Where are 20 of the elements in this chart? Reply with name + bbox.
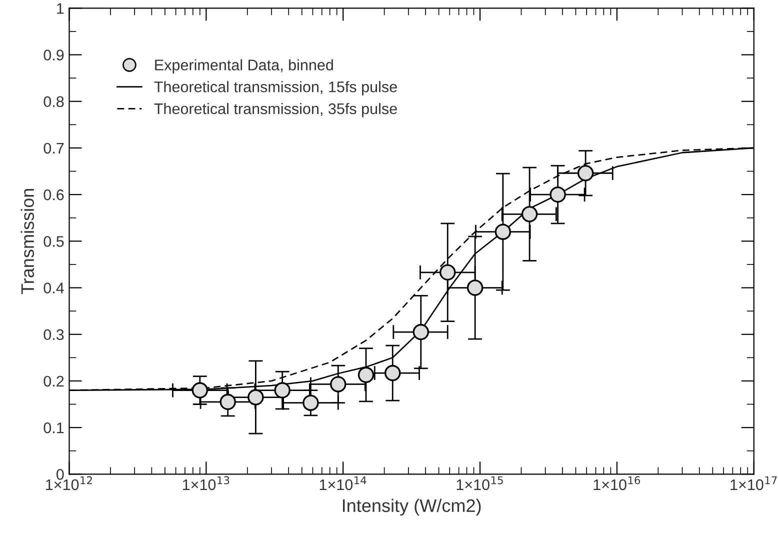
y-tick-label: 0.5 bbox=[44, 236, 64, 247]
y-tick-label: 0.8 bbox=[44, 96, 64, 108]
legend-label: Theoretical transmission, 15fs pulse bbox=[154, 81, 397, 96]
x-axis-title: Intensity (W/cm2) bbox=[343, 498, 481, 516]
y-axis-title: Transmission bbox=[20, 188, 34, 294]
x-tick-label: 1×10$^{14}$ bbox=[320, 476, 366, 490]
x-tick-label: 1×10$^{16}$ bbox=[594, 476, 640, 490]
y-tick-label: 0.6 bbox=[44, 189, 64, 200]
y-tick-label: 0.3 bbox=[44, 329, 64, 340]
y-tick-label: 1 bbox=[57, 3, 64, 14]
x-tick-label: 1×10$^{13}$ bbox=[182, 476, 230, 490]
y-tick-label: 0.7 bbox=[44, 142, 64, 154]
x-tick-label: 1×10$^{17}$ bbox=[730, 476, 777, 490]
x-tick-label: 1×10$^{15}$ bbox=[456, 476, 503, 490]
y-tick-label: 0.9 bbox=[44, 50, 64, 60]
y-tick-label: 0.2 bbox=[44, 376, 64, 387]
y-tick-label: 0.4 bbox=[44, 282, 64, 294]
legend-label: Experimental Data, binned bbox=[155, 59, 333, 74]
legend-label: Theoretical transmission, 35fs pulse bbox=[154, 102, 397, 118]
y-tick-label: 0.1 bbox=[44, 422, 64, 434]
